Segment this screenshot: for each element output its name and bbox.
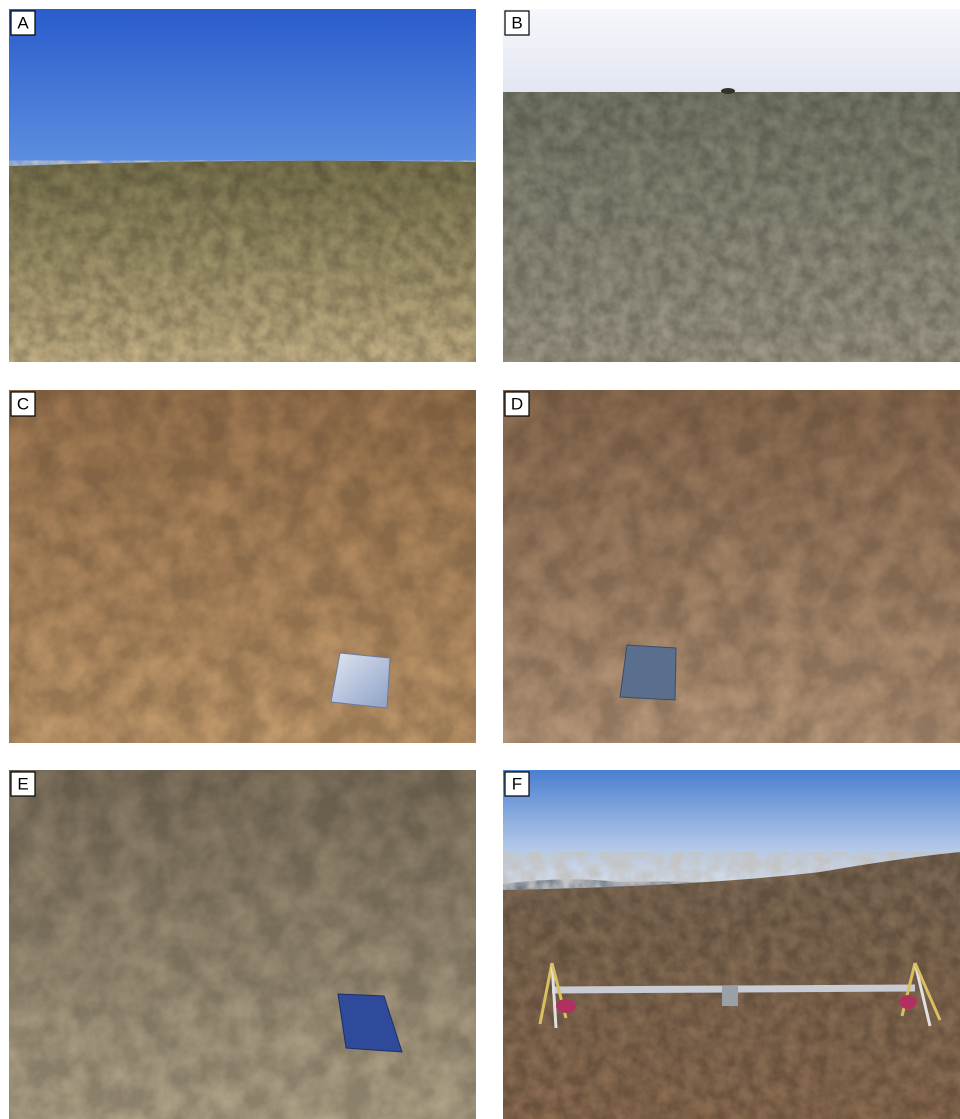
soil <box>503 390 960 743</box>
panel-label: A <box>17 13 29 32</box>
soil <box>9 161 476 362</box>
panel-a: A <box>9 9 476 362</box>
page: A B C D E <box>0 0 960 1119</box>
sky <box>503 9 960 93</box>
soil <box>503 92 960 362</box>
tile <box>331 653 390 708</box>
panel-label: B <box>511 13 522 32</box>
panel-label: C <box>17 394 29 413</box>
tree <box>721 88 735 94</box>
panel-e: E <box>9 770 476 1119</box>
panel-d: D <box>503 390 960 743</box>
panel-label: F <box>512 774 522 793</box>
soil <box>9 770 476 1119</box>
tile <box>620 645 676 700</box>
panel-b: B <box>503 9 960 362</box>
figure: A B C D E <box>0 0 960 1119</box>
panel-f: F <box>503 770 960 1119</box>
panel-c: C <box>9 390 476 743</box>
sky <box>9 9 476 166</box>
panel-label: D <box>511 394 523 413</box>
soil <box>9 390 476 743</box>
panel-label: E <box>17 774 28 793</box>
